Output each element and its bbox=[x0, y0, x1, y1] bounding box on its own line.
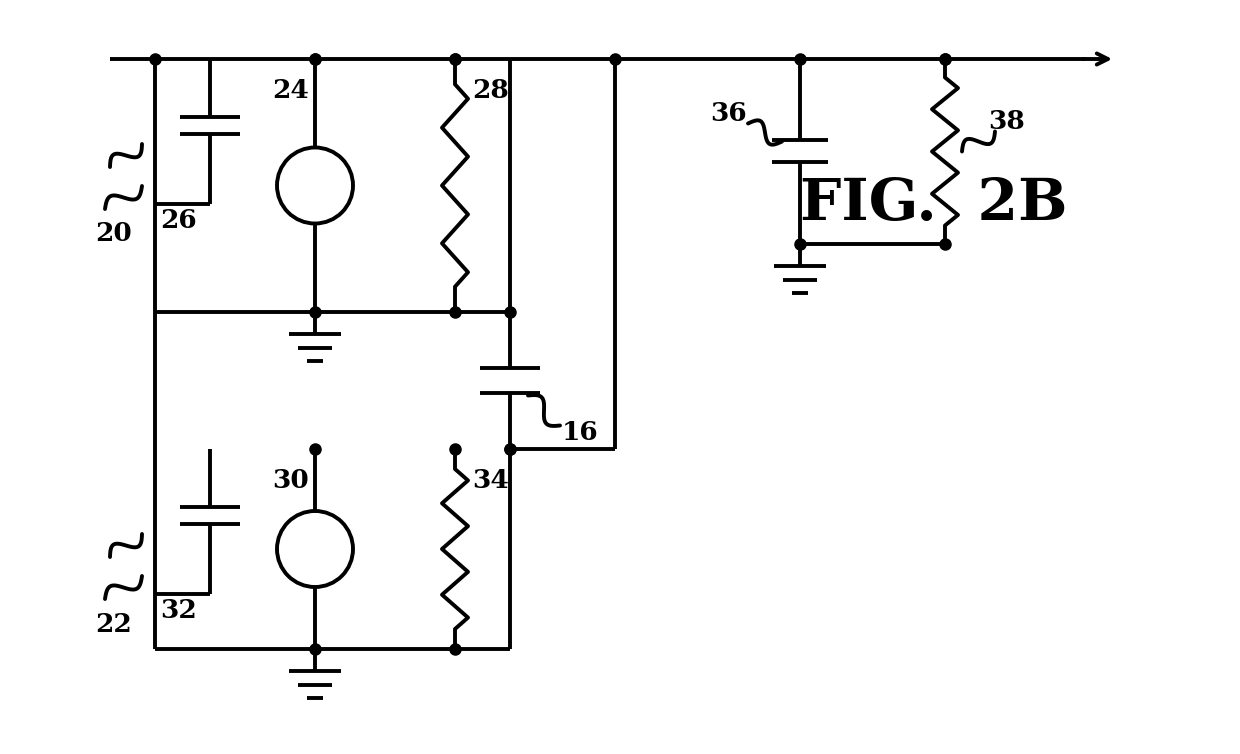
Text: 20: 20 bbox=[95, 222, 131, 247]
Text: 16: 16 bbox=[562, 420, 599, 445]
Text: FIG.  2B: FIG. 2B bbox=[800, 176, 1068, 232]
Text: 26: 26 bbox=[160, 209, 197, 234]
Text: 36: 36 bbox=[711, 101, 746, 126]
Text: 28: 28 bbox=[472, 78, 508, 103]
Text: 34: 34 bbox=[472, 468, 508, 494]
Text: 38: 38 bbox=[988, 109, 1024, 134]
Text: 30: 30 bbox=[272, 468, 309, 494]
Text: 32: 32 bbox=[160, 599, 197, 624]
Text: 24: 24 bbox=[272, 78, 309, 103]
Text: 22: 22 bbox=[95, 611, 131, 636]
